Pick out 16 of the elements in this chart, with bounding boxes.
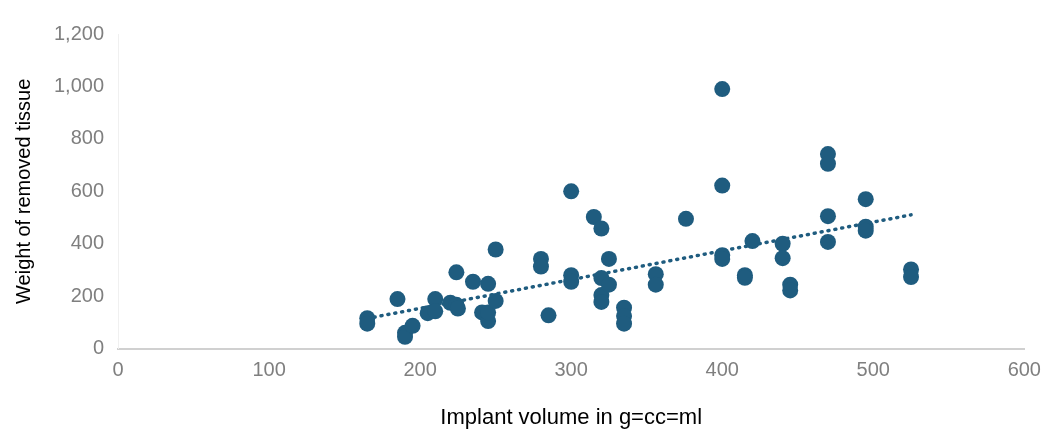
- y-tick-label: 400: [70, 231, 105, 254]
- y-axis-title: Weight of removed tissue: [11, 78, 34, 304]
- x-tick-label: 300: [554, 358, 588, 381]
- x-tick-label: 400: [705, 358, 739, 381]
- x-tick-label: 100: [252, 358, 286, 381]
- y-tick-label: 200: [70, 283, 105, 306]
- x-tick-label: 500: [856, 358, 890, 381]
- y-tick-label: 800: [70, 126, 105, 149]
- x-tick-label: 600: [1007, 358, 1041, 381]
- x-axis-title: Implant volume in g=cc=ml: [440, 403, 703, 429]
- y-tick-label: 600: [70, 178, 105, 201]
- y-tick-label: 0: [92, 336, 105, 359]
- y-tick-label: 1,200: [53, 21, 105, 44]
- x-tick-label: 0: [112, 358, 124, 381]
- x-tick-label: 200: [403, 358, 437, 381]
- y-tick-label: 1,000: [53, 73, 105, 96]
